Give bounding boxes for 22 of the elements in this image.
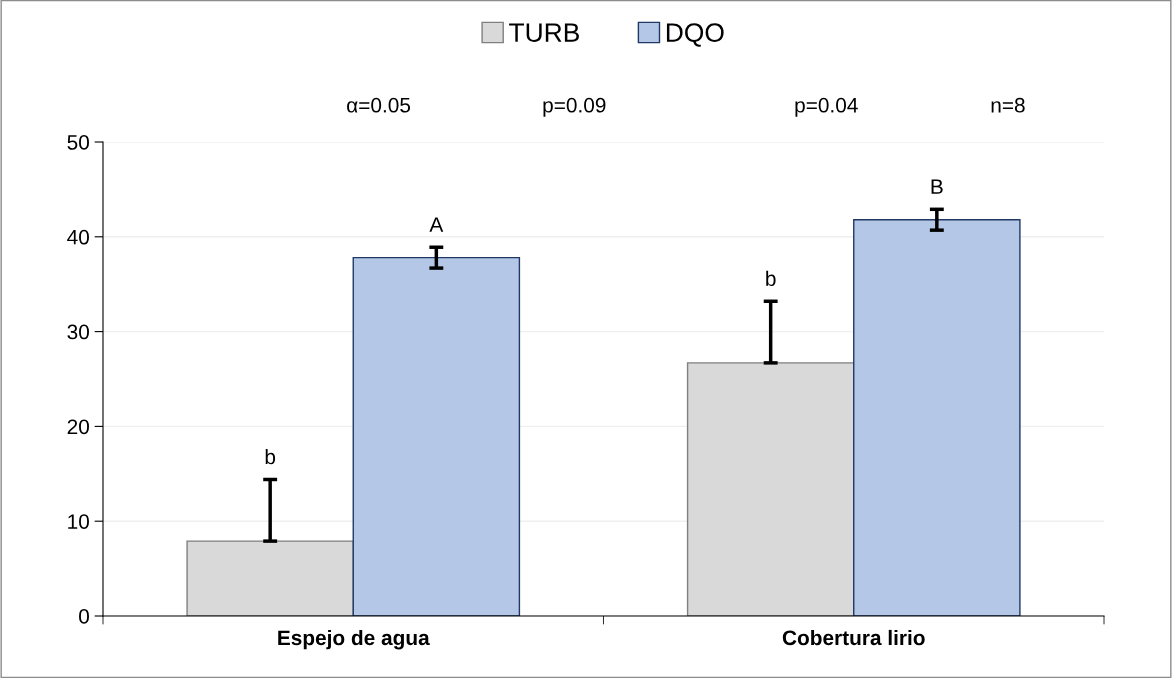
bar — [686, 362, 855, 616]
annotation: A — [429, 217, 444, 232]
bar — [186, 540, 354, 616]
text: p=0.09 — [543, 97, 606, 117]
annotation: b — [265, 448, 276, 465]
y-tick-label: 40 — [67, 229, 89, 245]
x-tick-label: Cobertura lirio — [782, 629, 925, 646]
annotation: b — [766, 270, 776, 287]
y-tick-label: 10 — [68, 514, 89, 529]
y-tick-label: 30 — [67, 324, 89, 340]
y-tick-label: 50 — [67, 135, 89, 150]
bar — [853, 219, 1021, 616]
legend-label: DQO — [666, 23, 724, 47]
text: α=0.05 — [347, 97, 411, 113]
x-tick-label: Espejo de agua — [278, 629, 430, 650]
bar — [352, 256, 521, 616]
text: p=0.04 — [795, 97, 858, 117]
text: n=8 — [991, 97, 1025, 113]
legend-label: TURB — [509, 23, 579, 42]
y-tick-label: 20 — [67, 419, 89, 435]
y-tick-label: 0 — [79, 609, 89, 624]
annotation: B — [931, 179, 943, 194]
